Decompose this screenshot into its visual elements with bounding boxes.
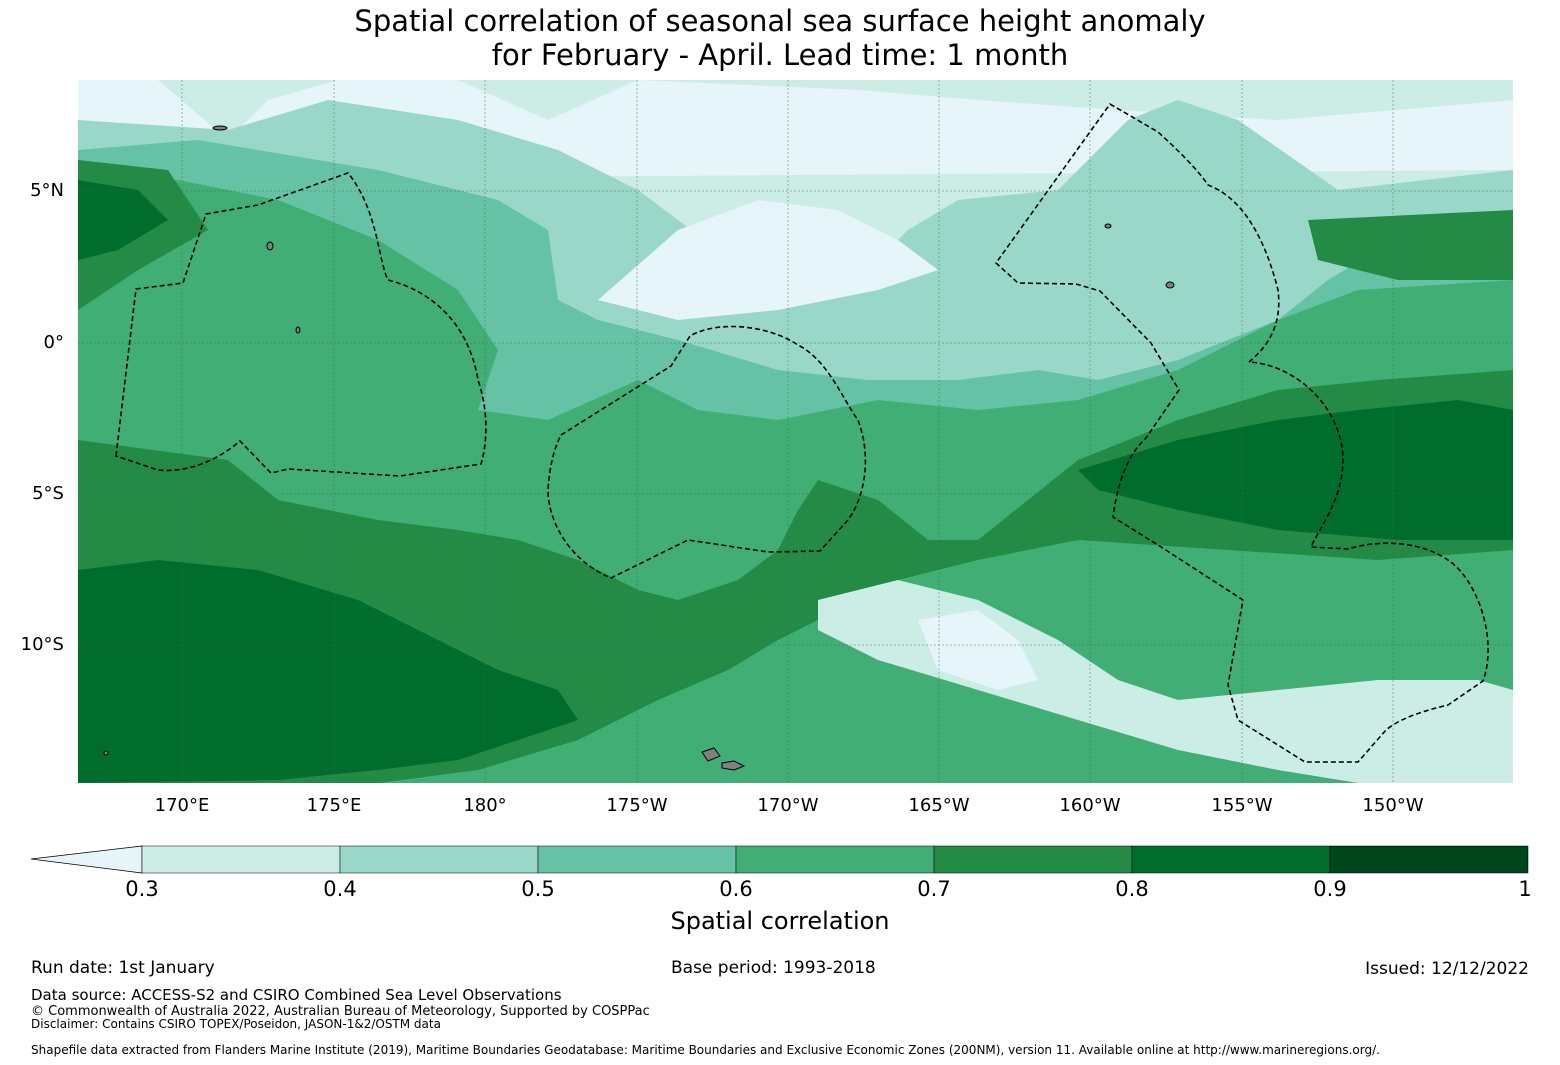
lon-label-175e: 175°E: [306, 795, 362, 816]
lon-label-180: 180°: [463, 795, 507, 816]
island-atoll-3: [266, 241, 274, 251]
colorbar-tick-0.9: 0.9: [1313, 877, 1347, 901]
colorbar-tick-0.5: 0.5: [521, 877, 555, 901]
colorbar-segment-0.8-0.9: [1131, 845, 1331, 874]
lat-label-10s: 10°S: [20, 634, 64, 655]
colorbar-tick-0.4: 0.4: [323, 877, 357, 901]
lon-label-165w: 165°W: [908, 795, 970, 816]
lon-label-170e: 170°E: [154, 795, 210, 816]
lon-label-155w: 155°W: [1211, 795, 1273, 816]
island-savaii: [721, 760, 746, 771]
issued-date: Issued: 12/12/2022: [1365, 959, 1529, 979]
lat-label-0: 0°: [43, 332, 64, 353]
field-light-patch-central: [918, 610, 1038, 690]
colorbar-tick-0.6: 0.6: [719, 877, 753, 901]
colorbar-tick-0.7: 0.7: [917, 877, 951, 901]
shapefile-credit: Shapefile data extracted from Flanders M…: [31, 1043, 1380, 1057]
base-period: Base period: 1993-2018: [671, 958, 876, 978]
eez-boundary-west: [115, 172, 487, 477]
colorbar-tick-0.3: 0.3: [125, 877, 159, 901]
disclaimer: Disclaimer: Contains CSIRO TOPEX/Poseido…: [31, 1017, 441, 1031]
eez-boundary-central: [547, 325, 867, 579]
island-atoll-5: [103, 750, 109, 756]
colorbar: [30, 845, 1529, 874]
copyright: © Commonwealth of Australia 2022, Austra…: [31, 1004, 650, 1019]
lon-label-175w: 175°W: [606, 795, 668, 816]
colorbar-tick-0.8: 0.8: [1115, 877, 1149, 901]
lat-label-5n: 5°N: [30, 180, 64, 201]
island-atoll-2: [1104, 223, 1112, 229]
chart-title-line-1: Spatial correlation of seasonal sea surf…: [354, 4, 1206, 38]
lon-label-160w: 160°W: [1059, 795, 1121, 816]
correlation-map[interactable]: [78, 80, 1513, 783]
colorbar-segment-0.9-1: [1329, 845, 1529, 874]
field-light-patch-north: [598, 200, 938, 320]
eez-boundary-east: [994, 102, 1489, 763]
islands: [103, 125, 1175, 771]
field-0.8-0.9: [78, 180, 1513, 783]
colorbar-label: Spatial correlation: [670, 907, 890, 935]
colorbar-extend-min: [30, 845, 143, 874]
colorbar-tick-1: 1: [1518, 877, 1532, 901]
island-upolu: [701, 747, 721, 762]
map-canvas: [78, 80, 1513, 783]
island-atoll-1: [1165, 281, 1175, 289]
data-source: Data source: ACCESS-S2 and CSIRO Combine…: [31, 986, 562, 1004]
colorbar-segment-0.5-0.6: [537, 845, 737, 874]
lon-label-150w: 150°W: [1362, 795, 1424, 816]
colorbar-segment-0.6-0.7: [735, 845, 935, 874]
island-atoll-6: [212, 125, 228, 131]
run-date: Run date: 1st January: [31, 958, 215, 978]
colorbar-segment-0.4-0.5: [339, 845, 539, 874]
field-0.7-0.8: [78, 160, 1513, 783]
colorbar-segment-0.7-0.8: [933, 845, 1133, 874]
lat-label-5s: 5°S: [32, 483, 64, 504]
lon-label-170w: 170°W: [757, 795, 819, 816]
colorbar-segment-0.3-0.4: [141, 845, 341, 874]
island-atoll-4: [295, 326, 301, 334]
chart-title-line-2: for February - April. Lead time: 1 month: [491, 38, 1069, 72]
